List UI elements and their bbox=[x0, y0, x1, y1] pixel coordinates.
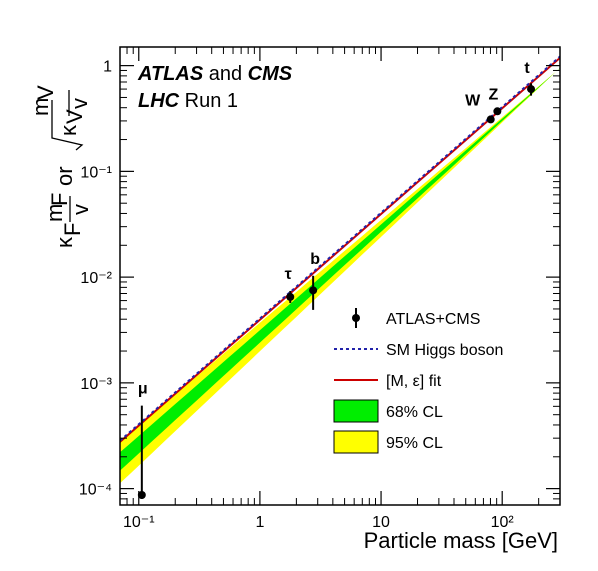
y-tick-label: 10⁻⁴ bbox=[79, 482, 112, 499]
data-point-W bbox=[486, 115, 495, 124]
particle-label-Z: Z bbox=[488, 86, 498, 103]
particle-label-t: t bbox=[524, 60, 530, 77]
y-title-kappa-f-sub: F bbox=[60, 223, 85, 236]
legend-marker bbox=[352, 314, 360, 322]
x-tick-label: 10² bbox=[491, 514, 515, 531]
data-point-t bbox=[527, 85, 536, 94]
headline-line: LHC Run 1 bbox=[138, 90, 238, 112]
svg-text:F: F bbox=[47, 193, 72, 206]
y-tick-label: 10⁻³ bbox=[80, 376, 112, 393]
y-title-v-2: v bbox=[67, 98, 92, 109]
particle-label-W: W bbox=[465, 92, 481, 109]
legend-swatch bbox=[333, 430, 379, 454]
headline-part: CMS bbox=[248, 63, 293, 85]
axes: 10⁻¹ 1 10 10² 10⁻⁴ 10⁻³ 10⁻² 10⁻¹ 1 bbox=[79, 47, 561, 531]
headline-part: ATLAS bbox=[137, 63, 204, 85]
y-title-kappa-v-sub: V bbox=[62, 109, 87, 124]
x-axis-title: Particle mass [GeV] bbox=[364, 528, 558, 553]
y-title-kappa-v: κ bbox=[56, 124, 81, 136]
data-point-μ bbox=[137, 491, 146, 500]
y-title-kappa-f: κ bbox=[52, 236, 77, 248]
svg-text:κ: κ bbox=[56, 124, 81, 136]
y-title-or: or bbox=[52, 166, 77, 186]
y-tick-label: 10⁻² bbox=[80, 270, 112, 287]
particle-label-τ: τ bbox=[285, 266, 292, 283]
svg-text:m: m bbox=[28, 98, 53, 116]
svg-text:V: V bbox=[33, 85, 58, 100]
confidence-bands bbox=[120, 67, 560, 484]
x-tick-label: 10⁻¹ bbox=[123, 514, 155, 531]
svg-text:m: m bbox=[42, 204, 67, 222]
headline: ATLAS and CMS LHC Run 1 bbox=[137, 63, 293, 112]
legend: ATLAS+CMS SM Higgs boson [M, ε] fit 68% CL 9… bbox=[333, 308, 503, 454]
svg-text:F: F bbox=[60, 223, 85, 236]
y-title-sqrt-sign bbox=[51, 100, 84, 151]
svg-text:V: V bbox=[62, 109, 87, 124]
svg-text:or: or bbox=[52, 166, 77, 186]
y-title-mv-sub: V bbox=[33, 85, 58, 100]
y-title-mf-sub: F bbox=[47, 193, 72, 206]
particle-label-b: b bbox=[310, 251, 320, 268]
svg-text:κ: κ bbox=[52, 236, 77, 248]
headline-part: LHC bbox=[138, 90, 180, 112]
y-title-mv: m bbox=[28, 98, 53, 116]
particle-label-μ: μ bbox=[138, 381, 148, 398]
legend-label: 95% CL bbox=[386, 435, 443, 452]
legend-label: [M, ε] fit bbox=[386, 373, 442, 390]
legend-swatch bbox=[333, 399, 379, 423]
band-68-cl bbox=[120, 68, 560, 471]
data-point-Z bbox=[493, 107, 502, 116]
svg-text:v: v bbox=[67, 98, 92, 109]
headline-part: and bbox=[203, 63, 247, 85]
y-axis-title: κ F m F v or κ V m V v bbox=[28, 85, 93, 248]
y-tick-label: 10⁻¹ bbox=[80, 164, 112, 181]
headline-part: Run 1 bbox=[179, 90, 238, 112]
x-tick-label: 1 bbox=[255, 514, 264, 531]
plot-frame bbox=[119, 46, 561, 506]
y-title-mf: m bbox=[42, 204, 67, 222]
legend-label: SM Higgs boson bbox=[386, 342, 503, 359]
data-point-τ bbox=[286, 292, 295, 301]
fit-lines bbox=[120, 55, 560, 443]
svg-text:v: v bbox=[68, 204, 93, 215]
legend-label: ATLAS+CMS bbox=[386, 311, 480, 328]
sm-higgs-line bbox=[120, 55, 560, 442]
legend-label: 68% CL bbox=[386, 404, 443, 421]
y-tick-label: 1 bbox=[103, 59, 112, 76]
band-95-cl bbox=[120, 67, 560, 484]
y-title-v-1: v bbox=[68, 204, 93, 215]
headline-line: ATLAS and CMS bbox=[137, 63, 293, 85]
data-point-b bbox=[309, 286, 318, 295]
data-points: μ τ b W Zt bbox=[137, 60, 536, 500]
x-tick-label: 10 bbox=[372, 514, 390, 531]
